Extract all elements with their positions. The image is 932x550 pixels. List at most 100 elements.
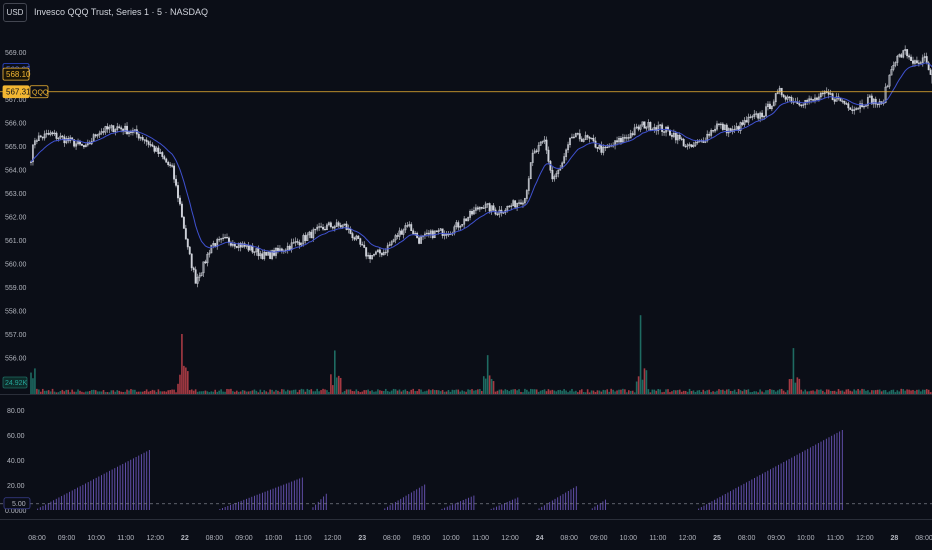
volume-bar [775, 391, 777, 394]
candle [173, 163, 176, 183]
candle [892, 61, 895, 72]
candle [894, 61, 897, 68]
volume-bar [684, 390, 687, 394]
volume-bar [533, 389, 536, 394]
volume-bar [455, 389, 458, 394]
volume-bar [547, 389, 550, 394]
candle [347, 224, 350, 234]
volume-bar [904, 390, 906, 394]
indicator-level-label: 5.00 [3, 497, 31, 510]
candle [469, 209, 471, 221]
candle [488, 202, 491, 214]
volume-bar [428, 389, 430, 394]
candle [37, 132, 40, 141]
volume-bar [531, 389, 534, 394]
candle [396, 232, 399, 240]
volume-bar [136, 391, 138, 394]
price-tick-label: 563.00 [5, 191, 27, 198]
candle [520, 199, 522, 205]
candle [565, 148, 568, 161]
candle [353, 236, 356, 242]
symbol-title[interactable]: Invesco QQQ Trust, Series 1 · 5 · NASDAQ [34, 7, 209, 17]
candle [400, 228, 403, 235]
candle [47, 129, 50, 136]
volume-bar [59, 390, 62, 394]
volume-bar [114, 391, 117, 394]
volume-bar [255, 390, 258, 394]
candle [819, 91, 822, 100]
candle [126, 122, 128, 136]
candle [167, 160, 170, 167]
candle [104, 125, 107, 135]
candle [853, 106, 856, 115]
volume-bar [726, 389, 728, 394]
candle [327, 221, 330, 227]
volume-bar [253, 389, 256, 394]
volume-bar [500, 389, 503, 394]
volume-bar [588, 392, 591, 394]
time-label: 09:00 [413, 535, 431, 542]
volume-bar [275, 389, 277, 394]
volume-bar [379, 390, 381, 394]
volume-bar [461, 390, 463, 394]
volume-bar [259, 389, 262, 394]
time-label: 11:00 [649, 535, 666, 542]
volume-bar [702, 389, 705, 394]
volume-bar [551, 389, 554, 394]
price-tick-label: 564.00 [5, 168, 27, 175]
volume-bar [85, 391, 87, 394]
candle [737, 125, 740, 133]
time-axis[interactable]: 08:00 09:00 10:00 11:00 12:00 22 08:00 09:00 10:… [28, 535, 932, 542]
volume-bar [473, 390, 475, 394]
candle [729, 127, 732, 133]
volume-bar [420, 389, 422, 394]
candle [406, 222, 409, 228]
candle [665, 126, 667, 137]
volume-bar [384, 388, 387, 394]
volume-bar [816, 389, 818, 394]
volume-bar [363, 390, 365, 394]
candle [514, 199, 517, 209]
volume-bar [190, 389, 193, 394]
time-label: 08:00 [206, 535, 224, 542]
volume-bar [490, 378, 493, 394]
candle [375, 250, 377, 256]
candle [721, 122, 724, 132]
volume-bar [610, 388, 612, 394]
currency-button[interactable]: USD [3, 3, 27, 22]
candle [271, 249, 274, 261]
volume-bar [914, 390, 916, 394]
candle [839, 98, 842, 102]
volume-bar [874, 390, 877, 394]
volume-bar [161, 391, 164, 394]
volume-bar [739, 390, 742, 394]
volume-bar [332, 385, 334, 394]
candle [337, 220, 340, 228]
volume-bar [61, 389, 64, 394]
candle [171, 163, 174, 168]
volume-bar [163, 391, 166, 394]
volume-bar [100, 391, 103, 394]
volume-bar [886, 392, 889, 394]
candle [398, 227, 401, 241]
volume-bar [555, 391, 558, 394]
volume-bar [528, 391, 530, 394]
candle [318, 222, 321, 232]
time-label: 11:00 [117, 535, 134, 542]
volume-bar [188, 390, 191, 394]
candle [535, 148, 538, 154]
volume-bar [757, 392, 759, 394]
candle [39, 134, 42, 138]
indicator-tick-label: 40.00 [7, 458, 25, 465]
candle [512, 199, 515, 207]
time-label: 24 [536, 535, 544, 542]
candle [312, 227, 315, 242]
volume-bar [727, 389, 730, 394]
candle [467, 216, 470, 222]
volume-bar [908, 389, 910, 394]
candle [349, 226, 352, 235]
candle [245, 245, 248, 249]
candle [259, 250, 262, 259]
